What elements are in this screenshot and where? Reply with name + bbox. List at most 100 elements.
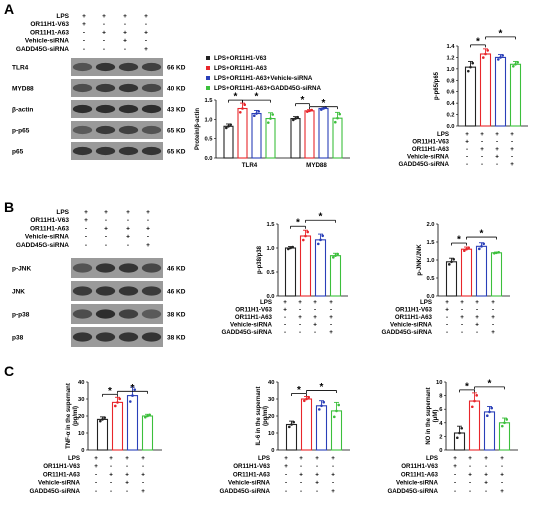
condition-label: GADD45G-siRNA — [16, 242, 69, 249]
condition-sign: - — [481, 154, 483, 161]
condition-label: OR11H1-A63 — [43, 471, 81, 478]
bar — [453, 432, 466, 451]
blot-band — [141, 332, 162, 342]
data-point — [321, 234, 325, 238]
condition-sign: + — [313, 299, 317, 306]
condition-label: GADD45G-siRNA — [398, 161, 449, 168]
condition-sign: - — [454, 488, 456, 495]
data-point — [319, 238, 322, 242]
data-point — [452, 257, 456, 261]
condition-sign: + — [84, 209, 88, 216]
significance-star: * — [499, 28, 503, 39]
condition-sign: + — [331, 471, 335, 478]
condition-sign: - — [105, 217, 107, 224]
blot-label: p-p38 — [12, 312, 30, 319]
condition-label: OR11H1-A63 — [235, 314, 273, 321]
data-point — [257, 110, 261, 113]
condition-sign: - — [95, 488, 97, 495]
blot-band — [141, 125, 162, 135]
condition-label: Vehicle-siRNA — [396, 480, 438, 487]
condition-sign: - — [446, 314, 448, 321]
bar — [498, 422, 511, 451]
condition-sign: + — [125, 480, 129, 487]
condition-label: Vehicle-siRNA — [25, 38, 69, 45]
data-point — [486, 414, 489, 418]
condition-sign: - — [285, 471, 287, 478]
condition-sign: - — [83, 29, 85, 36]
condition-label: OR11H1-A63 — [30, 225, 69, 232]
condition-sign: - — [481, 139, 483, 146]
x-category-label: TLR4 — [242, 162, 258, 169]
significance-star: * — [319, 212, 323, 223]
blot-background — [71, 121, 163, 139]
condition-sign: - — [511, 154, 513, 161]
condition-label: OR11H1-A63 — [395, 314, 433, 321]
condition-label: OR11H1-A63 — [412, 146, 450, 153]
condition-sign: - — [110, 463, 112, 470]
condition-sign: + — [141, 488, 145, 495]
condition-sign: + — [500, 471, 504, 478]
condition-sign: + — [94, 455, 98, 462]
y-axis-label: p-p65/p65 — [434, 71, 440, 100]
condition-sign: - — [105, 242, 107, 249]
data-point — [471, 61, 475, 65]
condition-sign: + — [298, 299, 302, 306]
data-point — [146, 414, 149, 418]
data-point — [271, 113, 275, 116]
significance-star: * — [457, 235, 461, 246]
bar — [126, 395, 139, 451]
blot-band — [72, 286, 93, 296]
blot-band — [141, 146, 162, 156]
data-point — [322, 400, 326, 404]
blot-label: TLR4 — [12, 65, 29, 72]
condition-sign: + — [144, 46, 148, 53]
significance-star: * — [131, 383, 135, 394]
data-point — [335, 409, 338, 413]
blot-band — [118, 125, 139, 135]
y-tick-label: 0 — [271, 448, 274, 454]
condition-sign: + — [491, 329, 495, 336]
data-point — [306, 230, 310, 234]
y-tick-label: 20 — [78, 414, 84, 420]
data-point — [229, 123, 232, 126]
bar — [464, 66, 477, 127]
condition-sign: + — [123, 29, 127, 36]
data-point — [305, 397, 308, 401]
condition-sign: - — [124, 46, 126, 53]
condition-sign: - — [127, 217, 129, 224]
blot-background — [71, 100, 163, 118]
data-point — [317, 242, 320, 246]
condition-label: OR11H1-V63 — [395, 307, 432, 314]
condition-sign: + — [331, 455, 335, 462]
data-point — [307, 395, 311, 399]
blot-band — [95, 104, 116, 114]
significance-star: * — [296, 218, 300, 229]
condition-sign: + — [484, 455, 488, 462]
legend-swatch — [206, 76, 210, 80]
condition-sign: + — [315, 471, 319, 478]
data-point — [456, 436, 459, 440]
condition-sign: + — [313, 314, 317, 321]
condition-label: Vehicle-siRNA — [390, 322, 432, 329]
bar — [460, 248, 473, 297]
data-point — [478, 247, 481, 251]
condition-label: LPS — [420, 299, 432, 306]
data-point — [320, 404, 323, 408]
condition-sign: - — [485, 488, 487, 495]
blot-kd: 65 KD — [167, 149, 186, 156]
condition-sign: + — [109, 455, 113, 462]
condition-sign: + — [480, 131, 484, 138]
y-tick-label: 1.5 — [266, 222, 275, 228]
condition-label: OR11H1-V63 — [233, 463, 270, 470]
western-blot-b: p-JNK 46 KD JNK 46 KD p-p38 38 KD p38 38 KD — [12, 258, 186, 347]
condition-sign: - — [496, 161, 498, 168]
condition-sign: + — [146, 242, 150, 249]
y-tick-label: 40 — [78, 380, 84, 386]
blot-band — [118, 104, 139, 114]
condition-sign: + — [460, 299, 464, 306]
condition-sign: - — [299, 322, 301, 329]
condition-sign: + — [510, 161, 514, 168]
condition-sign: - — [300, 463, 302, 470]
condition-sign: + — [144, 13, 148, 20]
